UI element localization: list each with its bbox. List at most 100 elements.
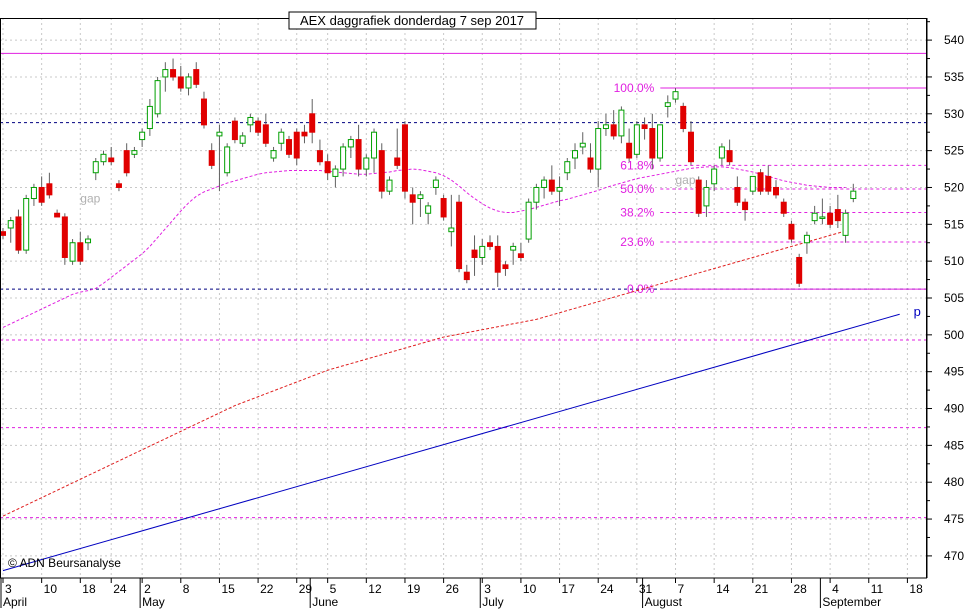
candle-body <box>657 124 664 159</box>
candle-body <box>378 150 385 192</box>
candle-body <box>695 179 702 214</box>
candle-body <box>819 216 826 219</box>
fib-level-label: 38.2% <box>620 206 654 220</box>
gap-annotation: gap <box>676 173 696 187</box>
candle-body <box>7 220 14 229</box>
candle-body <box>38 186 45 203</box>
trendline: p <box>2 304 921 572</box>
x-tick-label: 21 <box>755 582 769 596</box>
candle-body <box>742 201 749 211</box>
fib-level-label: 50.0% <box>620 182 654 196</box>
candle-body <box>77 242 84 262</box>
y-tick-label: 505 <box>944 291 964 305</box>
candle-body <box>664 102 671 107</box>
month-label: April <box>3 595 27 609</box>
candle-body <box>579 142 586 148</box>
x-tick-label: 15 <box>221 582 235 596</box>
candle-body <box>139 131 146 141</box>
candle-body <box>108 157 115 163</box>
candle-body <box>347 139 354 148</box>
fib-level-label: 100.0% <box>614 81 655 95</box>
candlestick-series <box>0 58 857 287</box>
candle-body <box>92 161 99 174</box>
candle-body <box>170 69 177 78</box>
candle-body <box>425 205 432 214</box>
candle-body <box>278 131 285 144</box>
candle-body <box>510 245 517 251</box>
candle-body <box>610 124 617 137</box>
candle-body <box>162 69 169 78</box>
candle-body <box>0 231 6 236</box>
month-label: June <box>312 595 338 609</box>
candle-body <box>185 76 192 89</box>
candle-body <box>556 186 563 192</box>
candle-body <box>834 209 841 222</box>
candle-body <box>572 150 579 159</box>
candle-body <box>641 124 648 130</box>
y-tick-label: 475 <box>944 512 964 526</box>
x-tick-label: 7 <box>678 582 685 596</box>
x-tick-label: 19 <box>407 582 421 596</box>
candle-body <box>479 245 486 258</box>
month-label: July <box>482 595 503 609</box>
y-tick-label: 500 <box>944 328 964 342</box>
x-tick-label: 31 <box>639 582 653 596</box>
x-tick-label: 8 <box>183 582 190 596</box>
x-tick-label: 22 <box>260 582 274 596</box>
candle-body <box>208 150 215 166</box>
candle-body <box>633 124 640 155</box>
candle-body <box>293 131 300 159</box>
month-label: May <box>142 595 165 609</box>
y-tick-label: 540 <box>944 33 964 47</box>
candle-body <box>100 153 107 163</box>
candle-body <box>749 175 756 192</box>
candle-body <box>649 128 656 159</box>
y-tick-label: 510 <box>944 254 964 268</box>
moving-average-line <box>2 166 846 328</box>
candle-body <box>726 150 733 163</box>
candle-body <box>340 146 347 170</box>
candle-body <box>796 256 803 284</box>
candle-body <box>486 242 493 247</box>
candle-body <box>680 105 687 130</box>
x-axis-ticks: 3 10 18 24 2 8 15 22 29 5 12 19 26 3 10 17 24 31 7 14 21 28 4 1… <box>0 578 923 609</box>
candle-body <box>842 212 849 236</box>
candle-body <box>533 186 540 203</box>
candle-body <box>827 212 834 225</box>
candle-body <box>239 135 246 144</box>
x-tick-label: 28 <box>793 582 807 596</box>
x-tick-label: 17 <box>562 582 576 596</box>
x-tick-label: 12 <box>368 582 382 596</box>
candle-body <box>255 120 262 133</box>
fibonacci-retracement: 100.0% 61.8% 50.0% 38.2% 23.6% 0.0% <box>614 81 927 296</box>
candle-body <box>54 212 61 218</box>
month-label: August <box>645 595 683 609</box>
candle-body <box>718 146 725 159</box>
candle-body <box>541 179 548 188</box>
candle-body <box>595 128 602 170</box>
candle-body <box>811 212 818 222</box>
y-tick-label: 480 <box>944 475 964 489</box>
candle-body <box>401 124 408 192</box>
candle-body <box>131 150 138 155</box>
y-axis-ticks: 470 475 480 485 490 495 500 505 510 515 520 525 530 5… <box>927 21 964 563</box>
y-tick-label: 495 <box>944 365 964 379</box>
candle-body <box>788 223 795 240</box>
candle-body <box>85 238 92 244</box>
chart-title-box: AEX daggrafiek donderdag 7 sep 2017 <box>288 11 537 30</box>
candle-body <box>765 175 772 192</box>
y-tick-label: 515 <box>944 217 964 231</box>
candle-body <box>711 168 718 185</box>
candle-body <box>316 150 323 163</box>
x-tick-label: 14 <box>716 582 730 596</box>
x-tick-label: 18 <box>82 582 96 596</box>
candle-body <box>548 179 555 192</box>
candle-body <box>618 109 625 137</box>
x-tick-label: 3 <box>484 582 491 596</box>
candle-body <box>850 190 857 200</box>
candle-body <box>247 116 254 126</box>
candle-body <box>502 264 509 270</box>
candle-body <box>757 172 764 192</box>
candle-body <box>332 168 339 177</box>
x-tick-label: 10 <box>523 582 537 596</box>
